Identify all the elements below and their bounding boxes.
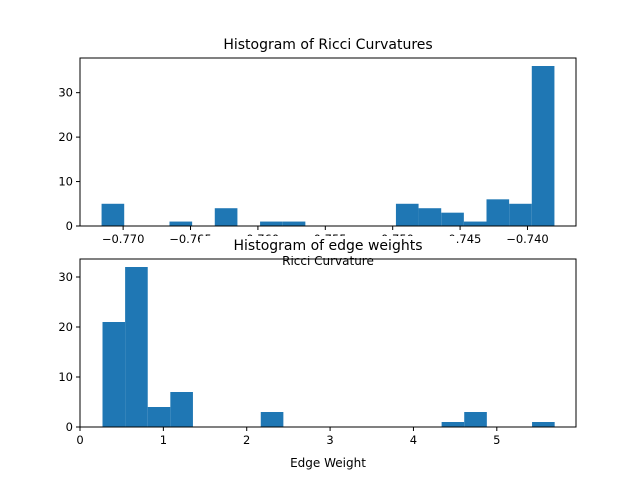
edge-x-tick-label: 2 bbox=[243, 433, 250, 447]
edge-x-tick-label: 0 bbox=[76, 433, 83, 447]
ricci-x-tick-label: −0.740 bbox=[506, 232, 549, 246]
ricci-y-tick-label: 20 bbox=[58, 130, 73, 144]
ricci-axes-frame bbox=[79, 57, 577, 227]
edge-x-tick-label: 3 bbox=[326, 433, 333, 447]
ricci-bar bbox=[531, 66, 555, 226]
edge-y-tick-label: 30 bbox=[58, 270, 73, 284]
ricci-bars bbox=[101, 66, 555, 226]
edge-x-tick-label: 4 bbox=[410, 433, 417, 447]
ricci-y-tick-label: 0 bbox=[66, 219, 73, 233]
edge-bar bbox=[464, 412, 487, 427]
ricci-bar bbox=[101, 203, 125, 226]
ricci-x-tick-label: −0.770 bbox=[102, 232, 145, 246]
edge-y-tick-label: 20 bbox=[58, 320, 73, 334]
edge-title-backdrop bbox=[200, 236, 456, 256]
ricci-y-tick-label: 30 bbox=[58, 86, 73, 100]
ricci-bar bbox=[395, 203, 419, 226]
ricci-y-ticks: 0 10 20 30 bbox=[58, 86, 80, 233]
edge-x-axis-label: Edge Weight bbox=[290, 456, 366, 470]
ricci-bar bbox=[441, 212, 464, 226]
edge-x-tick-label: 5 bbox=[493, 433, 500, 447]
edge-bars bbox=[102, 267, 555, 427]
ricci-bar bbox=[282, 221, 306, 226]
ricci-chart-title: Histogram of Ricci Curvatures bbox=[223, 37, 432, 53]
edge-y-ticks: 0 10 20 30 bbox=[58, 270, 80, 434]
edge-weight-histogram-panel: Histogram of edge weights 0 1 2 3 4 5 0 10 20 30… bbox=[58, 236, 577, 470]
ricci-y-tick-label: 10 bbox=[58, 175, 73, 189]
edge-bar bbox=[532, 422, 555, 427]
edge-y-tick-label: 10 bbox=[58, 370, 73, 384]
edge-bar bbox=[441, 422, 465, 427]
ricci-x-axis-label: Ricci Curvature bbox=[282, 254, 374, 268]
edge-bar bbox=[125, 267, 148, 427]
edge-bar bbox=[147, 407, 171, 427]
ricci-bar bbox=[418, 208, 442, 226]
ricci-bar bbox=[214, 208, 238, 226]
ricci-bar bbox=[509, 203, 532, 226]
edge-x-ticks: 0 1 2 3 4 5 bbox=[76, 427, 500, 447]
edge-axes-frame bbox=[79, 258, 577, 428]
edge-bar bbox=[102, 322, 126, 427]
ricci-bar bbox=[169, 221, 193, 226]
edge-y-tick-label: 0 bbox=[66, 420, 73, 434]
ricci-bar bbox=[463, 221, 487, 226]
edge-x-tick-label: 1 bbox=[160, 433, 167, 447]
edge-chart-title: Histogram of edge weights bbox=[234, 238, 423, 254]
edge-bar bbox=[170, 392, 193, 427]
edge-bar bbox=[260, 412, 284, 427]
ricci-bar bbox=[486, 199, 510, 226]
ricci-bar bbox=[260, 221, 283, 226]
